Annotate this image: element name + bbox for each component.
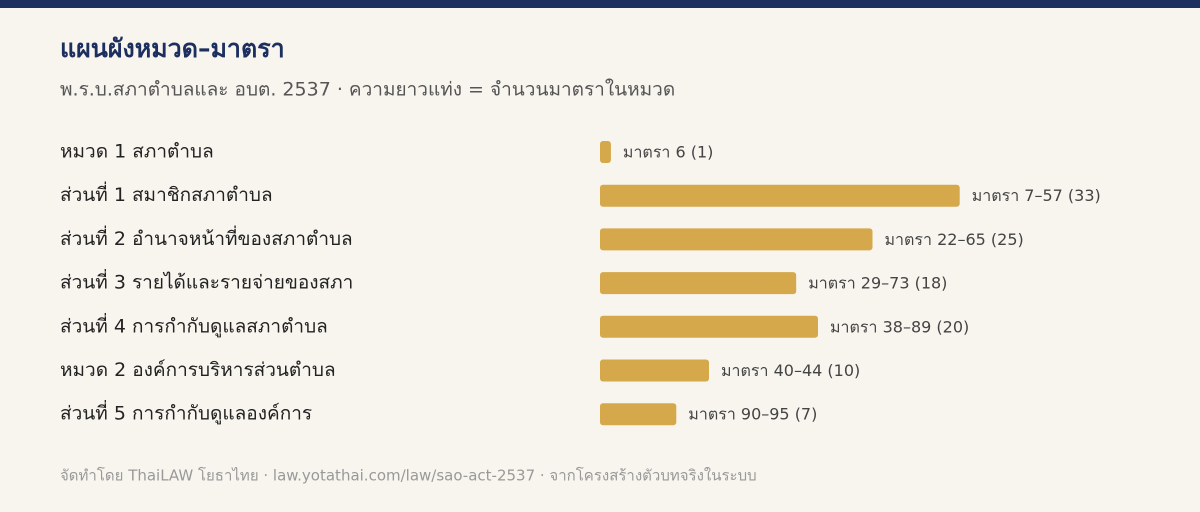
chart-subtitle: พ.ร.บ.สภาตำบลและ อบต. 2537 · ความยาวแท่ง… — [60, 79, 675, 101]
bar — [600, 272, 797, 295]
value-label: มาตรา 6 (1) — [623, 143, 714, 162]
bar — [600, 315, 818, 338]
value-label: มาตรา 22–65 (25) — [885, 230, 1024, 249]
bar — [600, 403, 677, 426]
value-label: มาตรา 29–73 (18) — [808, 274, 947, 293]
category-label: หมวด 1 สภาตำบล — [60, 141, 214, 163]
value-label: มาตรา 7–57 (33) — [972, 186, 1101, 205]
bar — [600, 359, 709, 382]
category-label: หมวด 2 องค์การบริหารส่วนตำบล — [60, 359, 336, 381]
bar — [600, 141, 611, 163]
value-label: มาตรา 40–44 (10) — [721, 361, 860, 380]
category-label: ส่วนที่ 4 การกำกับดูแลสภาตำบล — [60, 312, 328, 337]
category-label: ส่วนที่ 5 การกำกับดูแลองค์การ — [60, 400, 312, 425]
category-label: ส่วนที่ 1 สมาชิกสภาตำบล — [60, 181, 273, 206]
top-band — [0, 0, 1200, 8]
bar — [600, 184, 960, 207]
category-label: ส่วนที่ 2 อำนาจหน้าที่ของสภาตำบล — [60, 225, 353, 250]
value-label: มาตรา 38–89 (20) — [830, 317, 969, 336]
source-note: จัดทำโดย ThaiLAW โยธาไทย · law.yotathai.… — [60, 467, 757, 485]
category-label: ส่วนที่ 3 รายได้และรายจ่ายของสภา — [60, 269, 353, 294]
value-label: มาตรา 90–95 (7) — [688, 405, 817, 424]
bar — [600, 228, 873, 251]
chart-title: แผนผังหมวด–มาตรา — [60, 34, 285, 63]
